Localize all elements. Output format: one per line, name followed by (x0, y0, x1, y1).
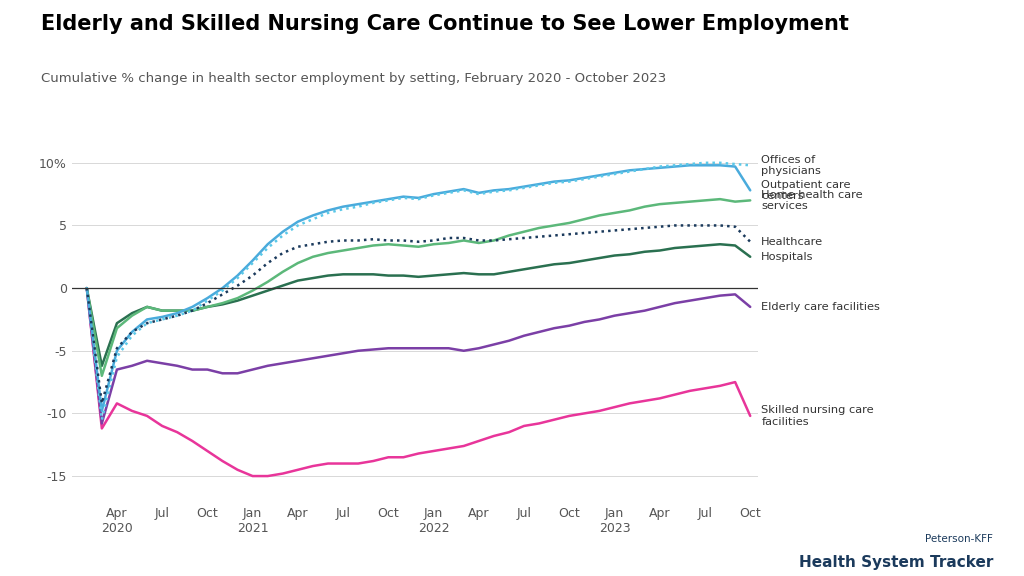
Text: Health System Tracker: Health System Tracker (799, 555, 993, 570)
Text: Healthcare: Healthcare (761, 237, 823, 247)
Text: Elderly care facilities: Elderly care facilities (761, 302, 881, 312)
Text: Offices of
physicians: Offices of physicians (761, 154, 821, 176)
Text: Elderly and Skilled Nursing Care Continue to See Lower Employment: Elderly and Skilled Nursing Care Continu… (41, 14, 849, 35)
Text: Home health care
services: Home health care services (761, 190, 863, 211)
Text: Hospitals: Hospitals (761, 252, 814, 262)
Text: Peterson-KFF: Peterson-KFF (926, 535, 993, 544)
Text: Cumulative % change in health sector employment by setting, February 2020 - Octo: Cumulative % change in health sector emp… (41, 72, 667, 85)
Text: Outpatient care
centers: Outpatient care centers (761, 180, 851, 201)
Text: Skilled nursing care
facilities: Skilled nursing care facilities (761, 405, 873, 427)
